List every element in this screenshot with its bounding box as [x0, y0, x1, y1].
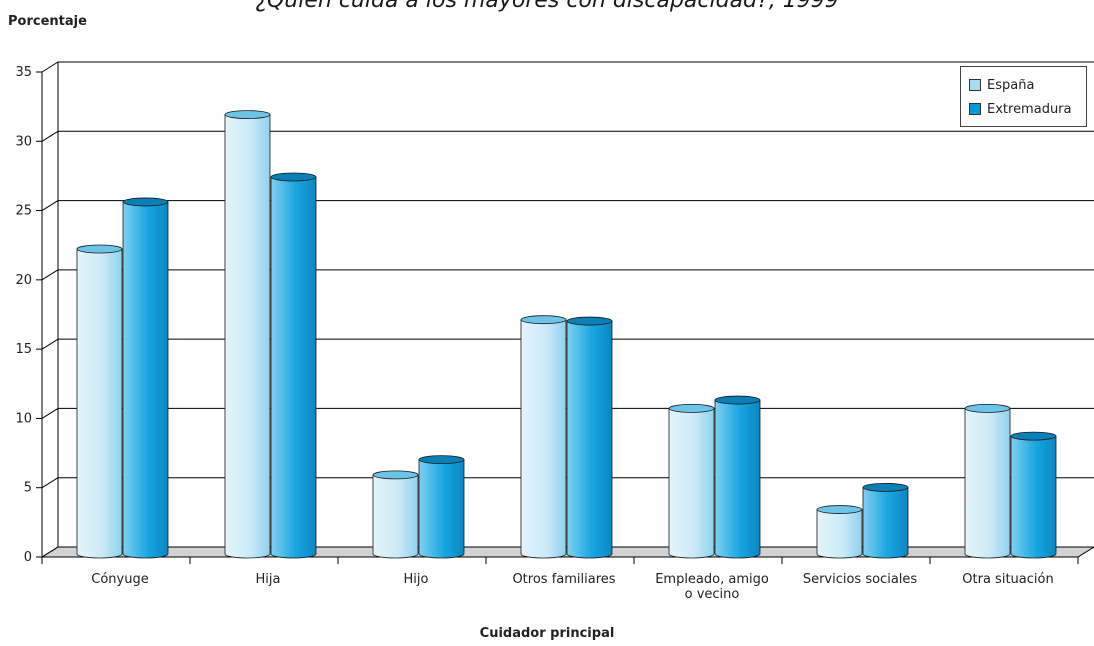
bar-extremadura	[566, 316, 613, 559]
y-tick-label: 35	[15, 65, 32, 80]
bar-espana	[668, 403, 715, 559]
y-tick-label: 30	[15, 134, 32, 149]
bar-top	[964, 403, 1011, 413]
bar-body	[964, 407, 1011, 559]
y-tick-label: 25	[15, 204, 32, 219]
bar-espana	[520, 315, 567, 559]
legend-item-espana: España	[969, 73, 1086, 97]
legend-swatch-extremadura	[969, 103, 981, 115]
x-category-label: Hija	[256, 572, 281, 587]
bar-body	[1010, 435, 1057, 559]
wall-line	[41, 408, 59, 419]
bar-top	[714, 395, 761, 405]
y-tick-label: 20	[15, 273, 32, 288]
bar-top	[76, 244, 123, 254]
bar-body	[418, 459, 465, 559]
bar-body	[224, 114, 271, 559]
x-axis-title: Cuidador principal	[479, 626, 615, 641]
bar-espana	[964, 403, 1011, 559]
bar-body	[520, 319, 567, 559]
bar-espana	[372, 470, 419, 559]
x-category-label: Otra situación	[962, 572, 1053, 587]
bar-body	[122, 201, 169, 559]
bars	[76, 110, 1057, 559]
legend-swatch-espana	[969, 79, 981, 91]
bar-body	[372, 474, 419, 559]
bar-top	[566, 316, 613, 326]
bar-extremadura	[418, 455, 465, 559]
x-category-label: Servicios sociales	[803, 572, 918, 587]
bar-extremadura	[270, 172, 317, 559]
bar-top	[668, 403, 715, 413]
legend-item-extremadura: Extremadura	[969, 97, 1086, 121]
bar-espana	[816, 505, 863, 559]
y-tick-label: 10	[15, 411, 32, 426]
axis-labels: 0 5 10 15 20 25 30 35 Cónyuge Hija Hijo Otros famil…	[15, 65, 1053, 602]
bar-body	[76, 248, 123, 559]
bar-extremadura	[714, 395, 761, 559]
x-category-label: Otros familiares	[512, 572, 615, 587]
bar-top	[816, 505, 863, 514]
legend: España Extremadura	[960, 66, 1087, 127]
bar-top	[418, 455, 465, 465]
bar-body	[668, 407, 715, 559]
bar-top	[1010, 431, 1057, 441]
bar-body	[862, 486, 909, 559]
bar-body	[270, 176, 317, 559]
bar-body	[816, 509, 863, 559]
bar-extremadura	[122, 197, 169, 559]
wall-line	[41, 200, 59, 211]
x-category-label: Cónyuge	[91, 572, 148, 587]
legend-label: España	[987, 77, 1035, 93]
y-axis-title: Porcentaje	[8, 14, 87, 29]
bar-top	[520, 315, 567, 325]
bar-top	[372, 470, 419, 480]
bar-extremadura	[862, 482, 909, 559]
wall-line	[41, 338, 59, 350]
bar-top	[862, 482, 909, 492]
wall-line	[41, 546, 59, 558]
bar-top	[122, 197, 169, 207]
wall-line	[41, 130, 59, 142]
wall-line	[41, 269, 59, 281]
bar-top	[270, 172, 317, 182]
y-tick-label: 0	[24, 550, 32, 565]
bar-body	[566, 320, 613, 559]
y-tick-label: 15	[15, 342, 32, 357]
x-category-label: Hijo	[404, 572, 429, 587]
bar-extremadura	[1010, 431, 1057, 559]
bar-body	[714, 399, 761, 559]
wall-line	[41, 61, 59, 73]
bar-top	[224, 110, 271, 120]
legend-label: Extremadura	[987, 101, 1072, 117]
bar-espana	[76, 244, 123, 559]
x-category-label: Empleado, amigo o vecino	[655, 572, 769, 602]
wall-line	[41, 477, 59, 489]
chart-title: ¿Quién cuida a los mayores con discapaci…	[255, 0, 839, 13]
y-tick-label: 5	[24, 481, 32, 496]
bar-espana	[224, 110, 271, 559]
